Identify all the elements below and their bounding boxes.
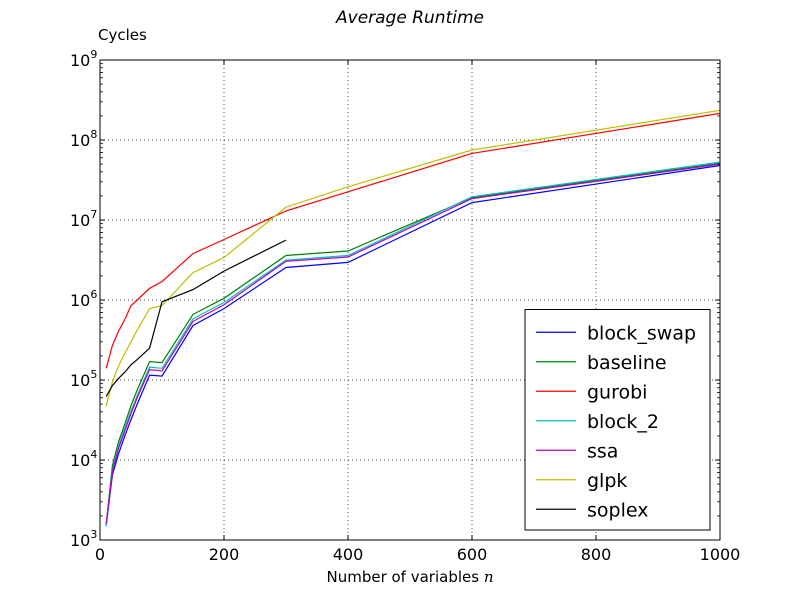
- y-tick-label-base: 10: [70, 371, 90, 390]
- y-tick-label-base: 10: [70, 531, 90, 550]
- legend-label-block-2: block_2: [587, 411, 659, 433]
- x-axis-label-variable: n: [484, 568, 494, 586]
- y-tick-label-exponent: 3: [90, 528, 97, 541]
- legend-box: [524, 309, 711, 531]
- y-tick-label: 105: [70, 368, 97, 390]
- y-tick-label: 106: [70, 288, 97, 310]
- y-tick-label-exponent: 7: [90, 208, 97, 221]
- legend-label-baseline: baseline: [587, 352, 667, 374]
- series-line-ssa: [105, 163, 721, 524]
- series-line-soplex: [105, 239, 287, 397]
- series-lines: [105, 109, 721, 526]
- x-axis-label-text: Number of variables: [326, 568, 483, 586]
- legend-label-gurobi: gurobi: [587, 381, 647, 403]
- x-tick-label: 400: [333, 545, 364, 564]
- x-tick-label: 200: [209, 545, 240, 564]
- y-tick-label-exponent: 9: [90, 48, 97, 61]
- grid: [100, 60, 720, 540]
- x-axis-label: Number of variables n: [326, 568, 493, 586]
- y-tick-label: 103: [70, 528, 97, 550]
- y-tick-label-exponent: 5: [90, 368, 97, 381]
- x-tick-label: 600: [457, 545, 488, 564]
- series-line-block-2: [105, 161, 721, 526]
- y-axis-label: Cycles: [98, 26, 147, 44]
- y-tick-label: 108: [70, 128, 97, 150]
- y-tick-label-base: 10: [70, 51, 90, 70]
- series-line-gurobi: [105, 112, 721, 369]
- legend-label-glpk: glpk: [587, 470, 627, 492]
- y-tick-label-base: 10: [70, 211, 90, 230]
- legend-label-block-swap: block_swap: [587, 322, 696, 344]
- series-line-block-swap: [105, 164, 721, 526]
- y-tick-label-base: 10: [70, 131, 90, 150]
- y-tick-label-exponent: 8: [90, 128, 97, 141]
- y-tick-label-base: 10: [70, 291, 90, 310]
- legend-label-ssa: ssa: [587, 440, 618, 462]
- x-tick-label: 0: [95, 545, 105, 564]
- series-line-glpk: [105, 109, 721, 407]
- x-tick-label: 1000: [700, 545, 741, 564]
- y-tick-label: 109: [70, 48, 97, 70]
- y-tick-label-exponent: 4: [90, 448, 97, 461]
- y-tick-label: 104: [70, 448, 97, 470]
- y-tick-label-base: 10: [70, 451, 90, 470]
- x-tick-label: 800: [581, 545, 612, 564]
- y-tick-label-exponent: 6: [90, 288, 97, 301]
- chart-title: Average Runtime: [335, 8, 484, 28]
- y-tick-label: 107: [70, 208, 97, 230]
- legend-label-soplex: soplex: [587, 499, 648, 521]
- series-line-baseline: [105, 162, 721, 524]
